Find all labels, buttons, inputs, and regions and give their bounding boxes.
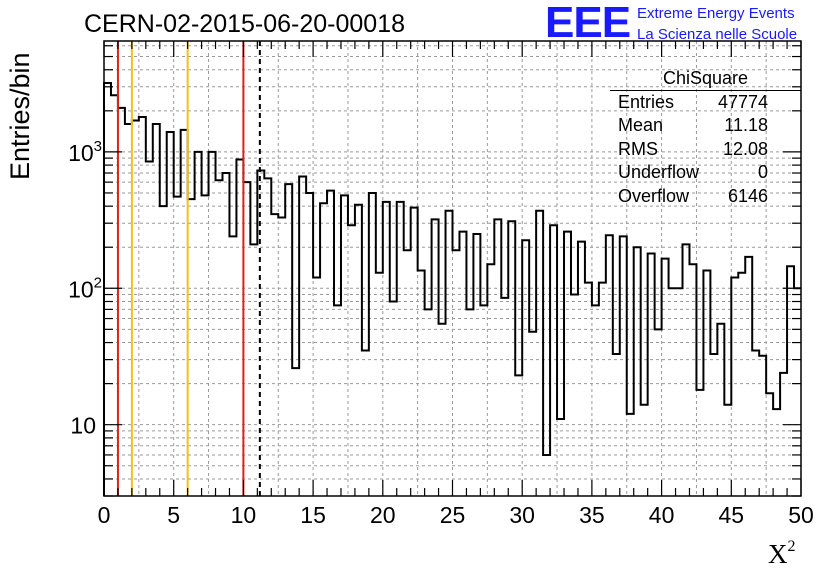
x-tick-label: 50 [788,502,814,528]
stats-value: 47774 [717,92,768,112]
stats-row-overflow: Overflow 6146 [610,185,805,208]
y-tick-label: 103 [68,138,102,166]
stats-label: RMS [618,138,658,159]
stats-value: 6146 [727,185,768,206]
y-tick-label: 102 [68,274,102,302]
x-tick-label: 5 [167,502,180,528]
stats-value: 0 [757,162,768,183]
eee-logo: EEE [545,0,631,47]
x-tick-label: 40 [649,502,675,528]
stats-row-rms: RMS 12.08 [610,138,805,161]
x-tick-label: 30 [509,502,535,528]
stats-label: Mean [618,115,664,136]
x-axis-label: X2 [768,538,796,570]
x-tick-label: 25 [440,502,466,528]
stats-label: Entries [618,92,675,112]
run-title: CERN-02-2015-06-20-00018 [84,10,406,38]
histogram-line [103,81,801,496]
x-tick-label: 45 [719,502,745,528]
stats-row-entries: Entries 47774 [610,91,805,114]
y-axis-label: Entries/bin [5,52,35,180]
stats-value: 11.18 [724,115,768,136]
stats-box: ChiSquare Entries 47774 Mean 11.18 RMS 1… [610,66,805,208]
x-axis-label-base: X [768,539,788,569]
y-tick-label: 10 [70,413,96,439]
logo-line-2: La Scienza nelle Scuole [637,26,798,43]
x-tick-label: 15 [300,502,326,528]
x-tick-label: 35 [579,502,605,528]
x-tick-label: 0 [98,502,111,528]
x-tick-label: 10 [231,502,257,528]
stats-row-underflow: Underflow 0 [610,161,805,184]
logo-line-1: Extreme Energy Events [637,5,795,22]
stats-label: Overflow [618,185,690,206]
stats-label: Underflow [618,162,700,183]
stats-value: 12.08 [722,138,768,159]
x-tick-label: 20 [370,502,396,528]
x-axis-label-exp: 2 [787,538,796,555]
stats-row-mean: Mean 11.18 [610,114,805,137]
stats-title: ChiSquare [610,66,801,91]
